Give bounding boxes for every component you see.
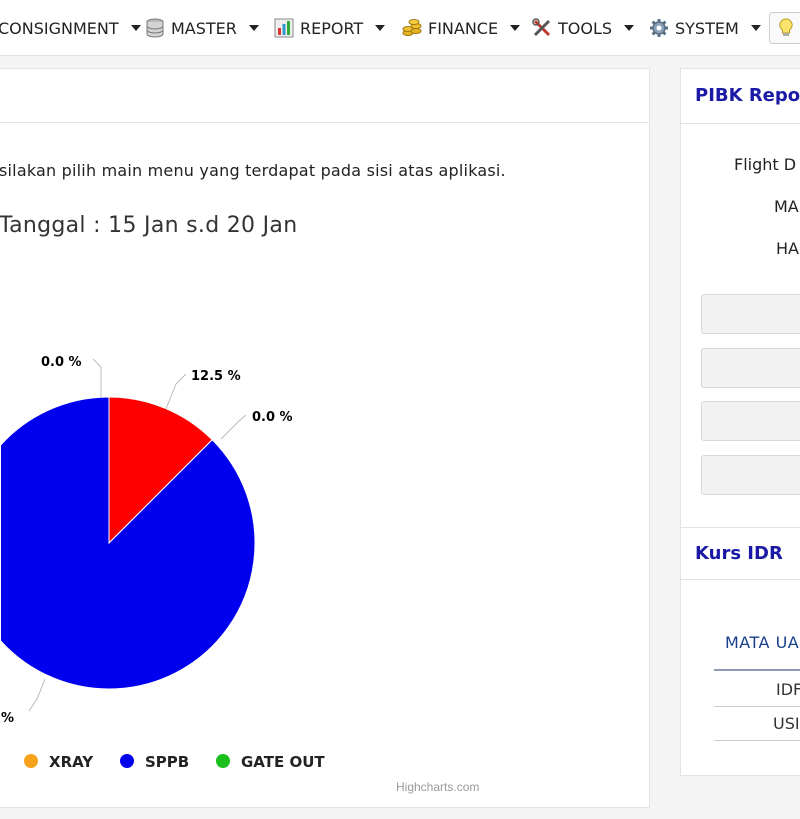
pibk-report-title: PIBK Repo (695, 85, 800, 106)
chevron-down-icon (375, 25, 386, 31)
side-divider (681, 527, 800, 528)
data-label: 0.0 % (252, 410, 293, 425)
pie-slice[interactable] (1, 396, 256, 690)
pie-data-labels: 0.0 % 12.5 % 0.0 %% (1, 355, 293, 726)
mawb-label: MA (774, 197, 799, 216)
nav-consignment[interactable]: CONSIGNMENT (0, 14, 141, 42)
chevron-down-icon (248, 25, 259, 31)
side-divider (681, 579, 800, 580)
data-label-connector (220, 414, 247, 440)
legend-label[interactable]: GATE OUT (241, 753, 325, 771)
nav-report[interactable]: REPORT (274, 14, 386, 42)
legend-label[interactable]: XRAY (49, 753, 94, 771)
pie-slices (1, 396, 256, 690)
side-panel: PIBK Repo Flight D MA HA Kurs IDR MATA U… (680, 68, 800, 776)
idea-button[interactable] (769, 12, 800, 44)
pie-chart: 0.0 % 12.5 % 0.0 %% XRAY SPPB GATE OUT Highc… (1, 355, 479, 794)
top-navbar: CONSIGNMENT MASTER REPORT FINANCE (0, 0, 800, 56)
kurs-idr-title: Kurs IDR (695, 543, 783, 564)
data-label: 12.5 % (191, 369, 241, 384)
nav-system[interactable]: SYSTEM (649, 14, 761, 42)
nav-tools-label: TOOLS (558, 18, 613, 38)
legend-marker[interactable] (216, 754, 230, 768)
nav-report-label: REPORT (300, 18, 364, 38)
welcome-text: silakan pilih main menu yang terdapat pa… (0, 161, 506, 180)
kurs-table-rule (714, 669, 800, 671)
flight-date-label: Flight D (734, 155, 797, 174)
kurs-row-currency: IDF (776, 680, 800, 699)
data-label-connector (28, 678, 46, 712)
hawb-field[interactable] (701, 401, 800, 441)
tools-icon (532, 18, 551, 37)
hawb-label: HA (776, 239, 799, 258)
nav-system-label: SYSTEM (675, 18, 739, 38)
gear-icon (650, 19, 668, 37)
nav-consignment-label: CONSIGNMENT (0, 18, 119, 38)
data-label: % (1, 711, 14, 726)
nav-master[interactable]: MASTER (145, 14, 259, 42)
kurs-header-currency: MATA UA (725, 633, 800, 652)
legend-label[interactable]: SPPB (145, 753, 189, 771)
kurs-table-rule (714, 740, 800, 741)
search-field[interactable] (701, 455, 800, 495)
data-label-connector (165, 373, 187, 410)
chart-title: Tanggal : 15 Jan s.d 20 Jan (0, 213, 298, 238)
database-icon (146, 18, 164, 38)
chart-legend: XRAY SPPB GATE OUT (24, 753, 325, 771)
data-label-connector (92, 358, 102, 397)
chevron-down-icon (510, 25, 521, 31)
lightbulb-icon (779, 18, 793, 36)
side-divider (681, 123, 800, 124)
nav-finance[interactable]: FINANCE (402, 14, 521, 42)
kurs-row-currency: USI (773, 714, 800, 733)
chevron-down-icon (750, 25, 761, 31)
coins-icon (402, 19, 422, 36)
data-label: 0.0 % (41, 355, 82, 370)
chevron-down-icon (624, 25, 635, 31)
pie-slice[interactable] (108, 396, 213, 545)
chart-credit[interactable]: Highcharts.com (396, 780, 479, 794)
nav-master-label: MASTER (171, 18, 237, 38)
nav-finance-label: FINANCE (428, 18, 499, 38)
legend-marker[interactable] (120, 754, 134, 768)
dashboard-panel: silakan pilih main menu yang terdapat pa… (0, 68, 650, 808)
mawb-field[interactable] (701, 348, 800, 388)
legend-marker[interactable] (24, 754, 38, 768)
bar-chart-icon (274, 18, 294, 38)
flight-date-field[interactable] (701, 294, 800, 334)
nav-tools[interactable]: TOOLS (532, 14, 635, 42)
panel-header (0, 69, 649, 123)
chevron-down-icon (130, 25, 141, 31)
kurs-table-rule (714, 706, 800, 707)
